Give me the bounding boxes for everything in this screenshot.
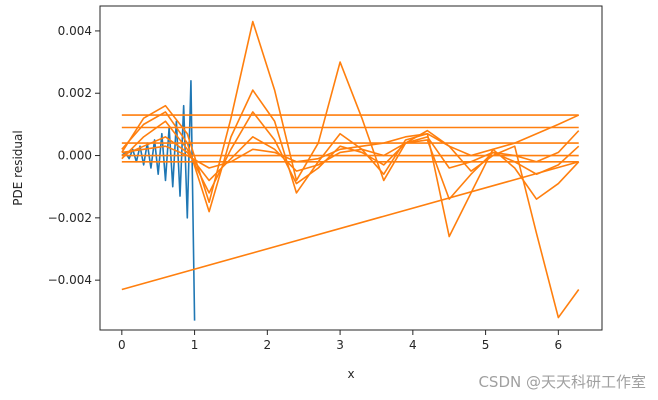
x-tick-label: 1 [191, 338, 199, 352]
series-line-3 [121, 111, 580, 200]
series-line-1 [121, 20, 580, 319]
x-tick-label: 0 [118, 338, 126, 352]
series-line-11 [121, 160, 579, 291]
series-layer [121, 20, 580, 321]
series-line-2 [121, 89, 580, 238]
x-tick-label: 3 [336, 338, 344, 352]
watermark-text: CSDN @天天科研工作室 [478, 373, 646, 391]
plot-area [100, 6, 602, 330]
y-tick-label: 0.002 [58, 86, 92, 100]
x-tick-label: 6 [555, 338, 563, 352]
x-tick-label: 2 [264, 338, 272, 352]
x-axis-label: x [347, 367, 354, 381]
y-tick-label: 0.004 [58, 24, 92, 38]
y-tick-label: −0.002 [48, 211, 92, 225]
y-axis-label: PDE residual [11, 130, 25, 205]
axes-layer: 0 1 2 3 4 5 6 −0.004 −0.002 0.000 0.002 0.004 [48, 24, 563, 352]
x-tick-label: 4 [409, 338, 417, 352]
x-tick-label: 5 [482, 338, 490, 352]
y-tick-label: −0.004 [48, 273, 92, 287]
series-line-4 [121, 130, 580, 182]
plot-frame [99, 5, 603, 331]
y-tick-label: 0.000 [58, 149, 92, 163]
